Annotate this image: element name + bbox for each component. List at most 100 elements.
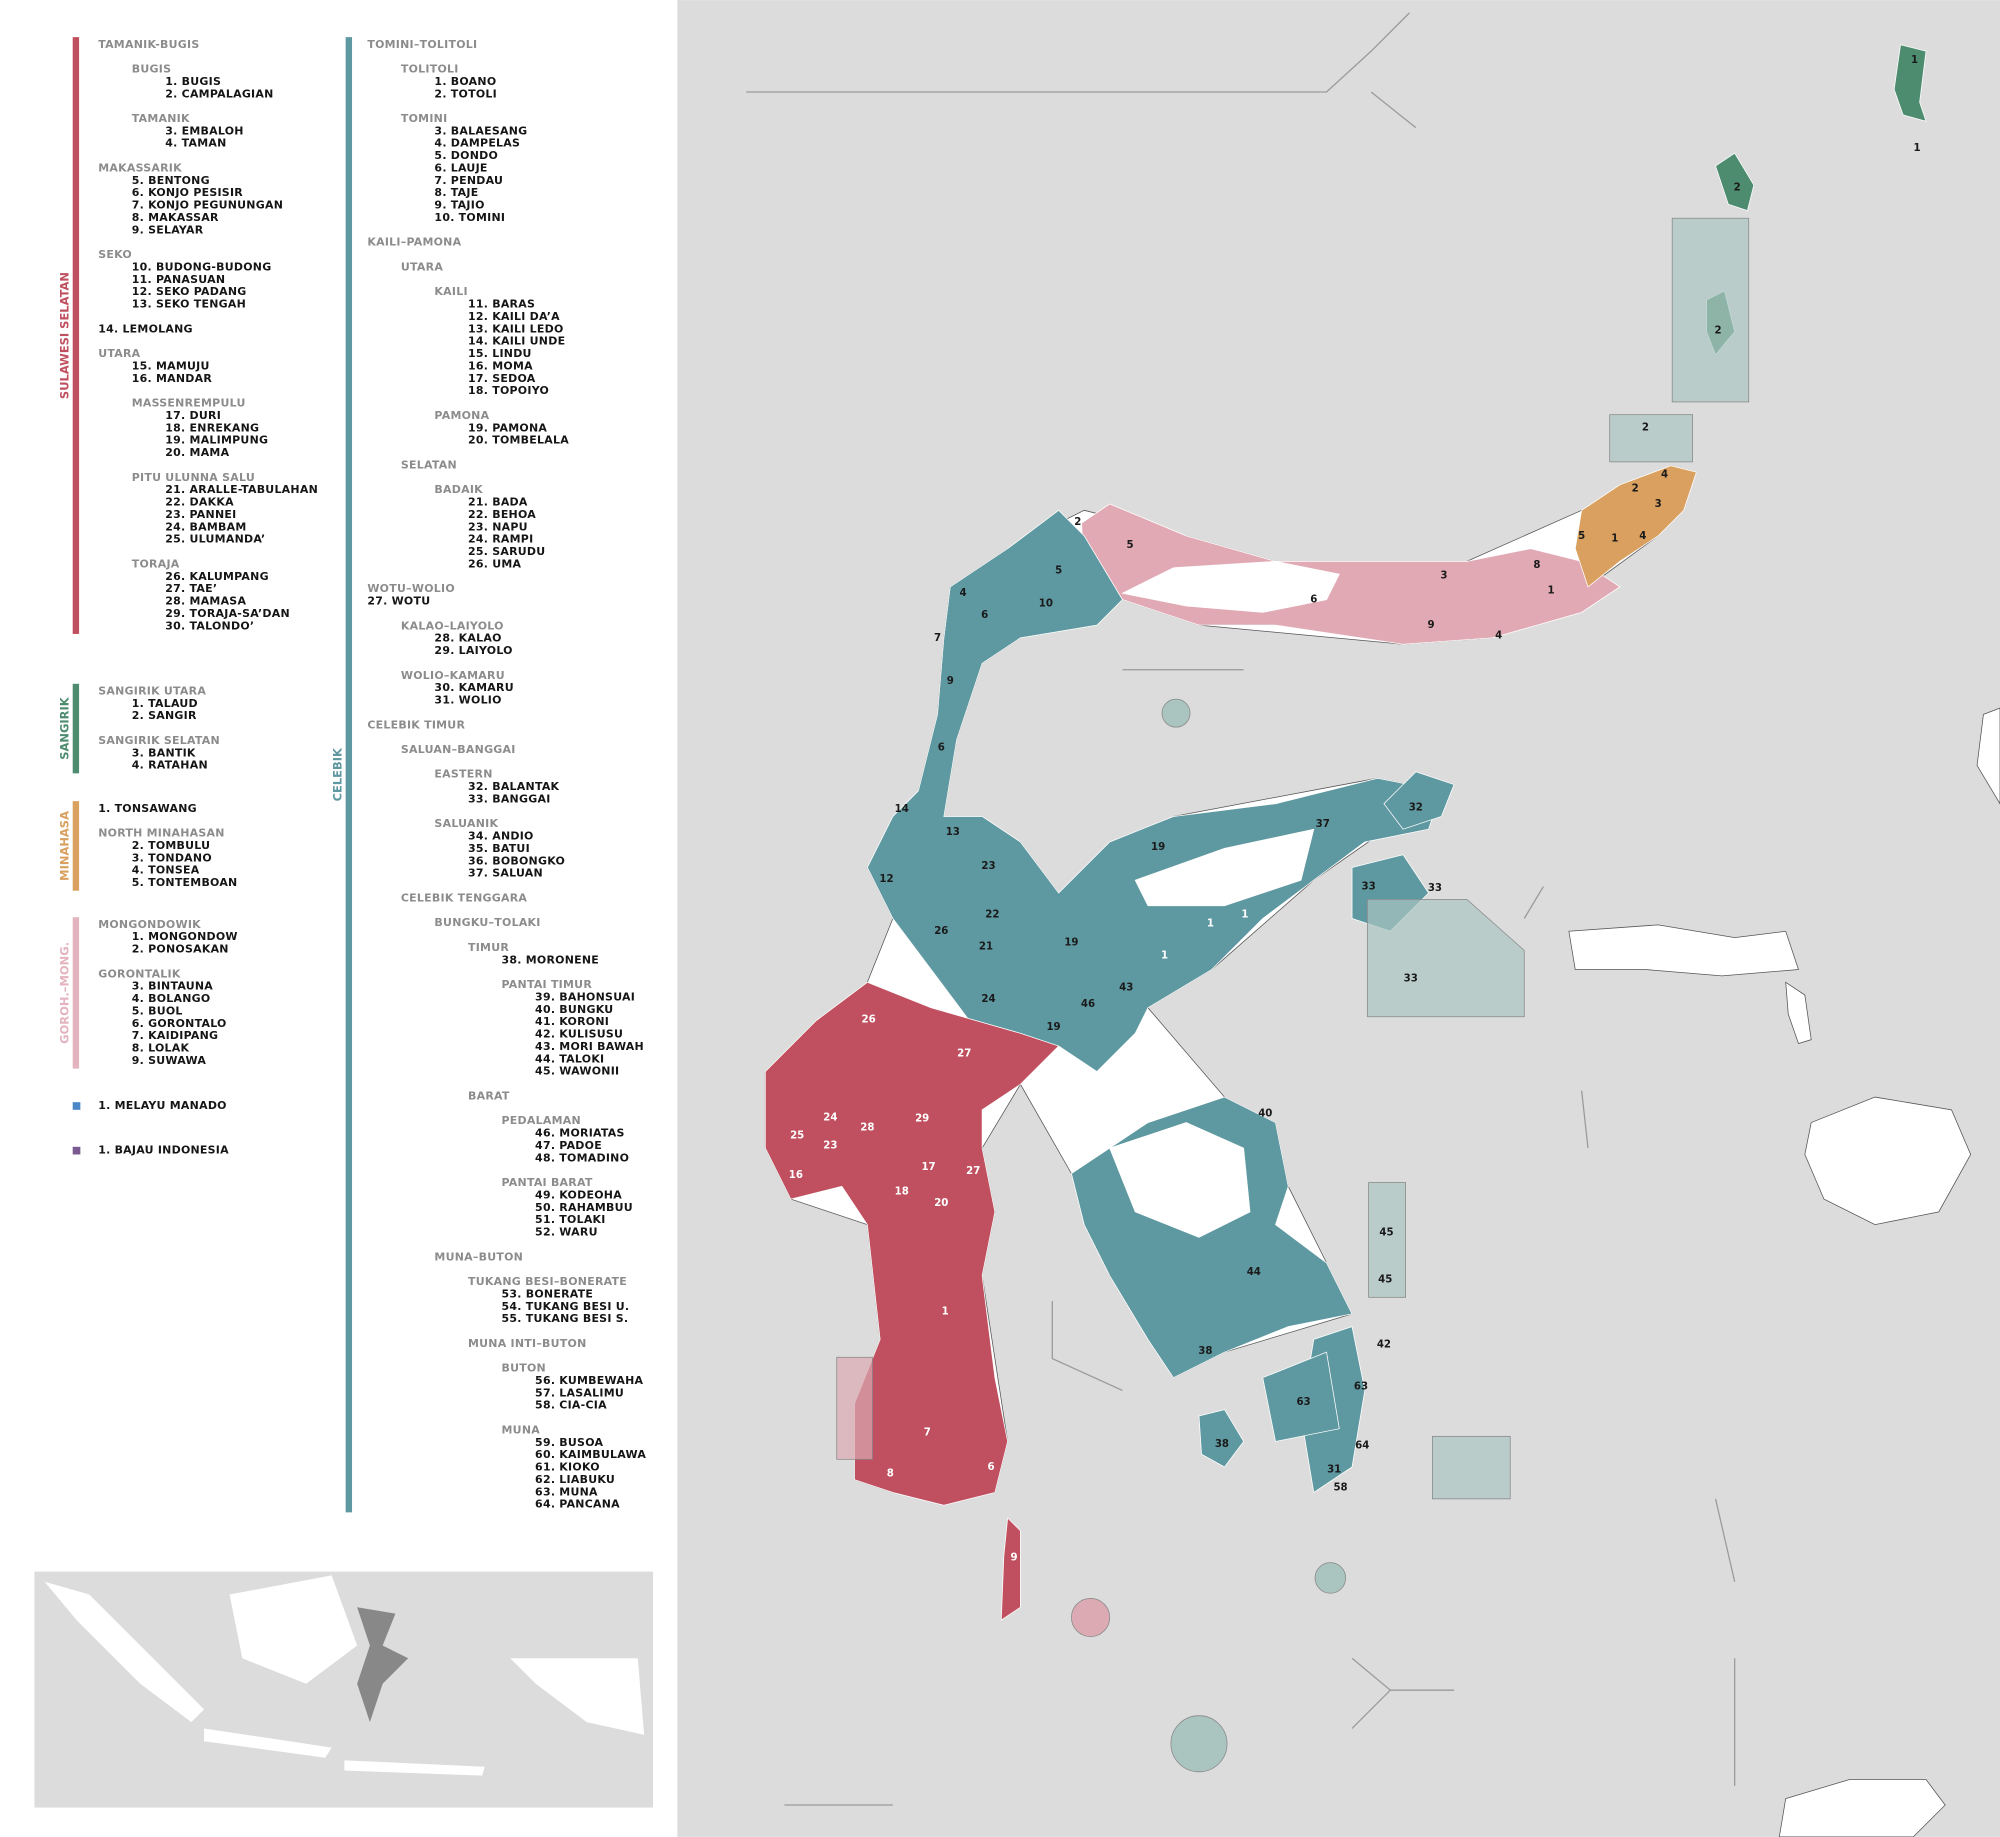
legend-item: 27. WOTU xyxy=(367,595,430,608)
legend-heading: BUTON xyxy=(502,1362,546,1375)
legend-item: 2. TOTOLI xyxy=(434,87,497,100)
region-label: 19 xyxy=(1151,842,1165,853)
legend-item: 15. MAMUJU xyxy=(132,359,210,372)
legend-heading: BARAT xyxy=(468,1089,510,1102)
boundary xyxy=(784,886,1736,1806)
legend-item: 10. TOMINI xyxy=(434,211,505,224)
legend-item: 20. TOMBELALA xyxy=(468,434,569,447)
region-label: 6 xyxy=(988,1462,995,1473)
legend-item: 33. BANGGAI xyxy=(468,792,551,805)
legend-item: 19. MALIMPUNG xyxy=(165,434,268,447)
legend-item: 31. WOLIO xyxy=(434,694,501,707)
legend-item: 55. TUKANG BESI S. xyxy=(502,1312,629,1325)
legend-item: 58. CIA-CIA xyxy=(535,1399,607,1412)
region-label: 17 xyxy=(921,1162,935,1173)
region-label: 23 xyxy=(981,861,995,872)
group-label: CELEBIK xyxy=(331,747,345,801)
legend-bar xyxy=(72,801,80,891)
region-label: 19 xyxy=(1046,1022,1060,1033)
legend-swatch xyxy=(72,1102,81,1110)
legend-heading: WOTU–WOLIO xyxy=(367,582,455,595)
other-lands xyxy=(1568,707,2000,1837)
legend-item: 3. BALAESANG xyxy=(434,124,527,137)
legend-item: 1. MELAYU MANADO xyxy=(98,1099,227,1112)
region-label: 2 xyxy=(1715,325,1722,336)
legend-bar xyxy=(345,37,353,1513)
legend-item: 7. KONJO PEGUNUNGAN xyxy=(132,199,283,212)
legend-item: 24. BAMBAM xyxy=(165,520,246,533)
legend-item: 45. WAWONII xyxy=(535,1065,619,1078)
legend-item: 7. PENDAU xyxy=(434,174,503,187)
legend-heading: MASSENREMPULU xyxy=(132,397,246,410)
inset-circle xyxy=(1071,1597,1111,1637)
legend-item: 4. DAMPELAS xyxy=(434,137,520,150)
legend-item: 11. PANASUAN xyxy=(132,273,226,286)
legend-item: 42. KULISUSU xyxy=(535,1028,623,1041)
region-label: 3 xyxy=(1440,570,1447,581)
legend-item: 34. ANDIO xyxy=(468,830,534,843)
legend-item: 16. MOMA xyxy=(468,359,533,372)
legend-heading: CELEBIK TIMUR xyxy=(367,718,465,731)
region-label: 21 xyxy=(979,942,993,953)
legend-item: 14. KAILI UNDE xyxy=(468,335,565,348)
legend-item: 1. TONSAWANG xyxy=(98,802,197,815)
land xyxy=(1785,981,1812,1044)
legend-item: 30. KAMARU xyxy=(434,681,513,694)
legend-item: 22. DAKKA xyxy=(165,496,234,509)
legend-heading: PITU ULUNNA SALU xyxy=(132,471,255,484)
region-label: 46 xyxy=(1081,999,1095,1010)
legend-item: 48. TOMADINO xyxy=(535,1151,629,1164)
legend-item: 43. MORI BAWAH xyxy=(535,1040,644,1053)
region-label: 1 xyxy=(942,1306,949,1317)
legend-item: 61. KIOKO xyxy=(535,1461,600,1474)
legend-item: 5. BENTONG xyxy=(132,174,210,187)
region-label: 38 xyxy=(1198,1346,1212,1357)
inset-circle xyxy=(1170,1715,1228,1773)
legend-item: 2. CAMPALAGIAN xyxy=(165,87,273,100)
legend-bar xyxy=(72,37,80,634)
legend-item: 6. KONJO PESISIR xyxy=(132,186,244,199)
legend-heading: WOLIO–KAMARU xyxy=(401,669,505,682)
legend-item: 3. EMBALOH xyxy=(165,124,243,137)
region-label: 25 xyxy=(790,1130,804,1141)
unclassified-area xyxy=(1121,560,1340,613)
legend-heading: MUNA–BUTON xyxy=(434,1250,523,1263)
legend-item: 8. LOLAK xyxy=(132,1042,190,1055)
island-kabaena xyxy=(1198,1409,1245,1468)
legend-heading: KALAO–LAIYOLO xyxy=(401,619,504,632)
legend-heading: PEDALAMAN xyxy=(502,1114,581,1127)
region-label: 26 xyxy=(934,926,948,937)
region-label: 1 xyxy=(1914,143,1921,154)
legend-item: 23. NAPU xyxy=(468,520,528,533)
region-label: 1 xyxy=(1241,910,1248,921)
inset-box xyxy=(1368,1182,1406,1298)
legend-item: 19. PAMONA xyxy=(468,421,547,434)
legend-item: 11. BARAS xyxy=(468,298,535,311)
legend-heading: BADAIK xyxy=(434,483,483,496)
legend-item: 12. SEKO PADANG xyxy=(132,285,247,298)
island-talaud xyxy=(1893,44,1927,122)
legend-heading: TOMINI xyxy=(401,112,448,125)
region-label: 40 xyxy=(1258,1109,1272,1120)
legend-item: 64. PANCANA xyxy=(535,1498,620,1511)
legend-item: 15. LINDU xyxy=(468,347,532,360)
region-label: 12 xyxy=(879,874,893,885)
sulawesi xyxy=(764,44,1927,1773)
legend-item: 3. BINTAUNA xyxy=(132,980,214,993)
peninsula xyxy=(1383,771,1455,830)
legend-heading: MONGONDOWIK xyxy=(98,918,201,931)
island-selayar xyxy=(1000,1517,1021,1621)
legend-item: 28. MAMASA xyxy=(165,595,246,608)
region-label: 14 xyxy=(895,804,909,815)
legend-item: 41. KORONI xyxy=(535,1015,609,1028)
region-label: 2 xyxy=(1642,422,1649,433)
legend-item: 6. LAUJE xyxy=(434,161,487,174)
region-label: 1 xyxy=(1207,919,1214,930)
legend-item: 25. SARUDU xyxy=(468,545,545,558)
legend-heading: UTARA xyxy=(401,260,443,273)
legend-item: 8. TAJE xyxy=(434,186,478,199)
legend-item: 46. MORIATAS xyxy=(535,1127,625,1140)
legend-item: 9. SUWAWA xyxy=(132,1054,207,1067)
